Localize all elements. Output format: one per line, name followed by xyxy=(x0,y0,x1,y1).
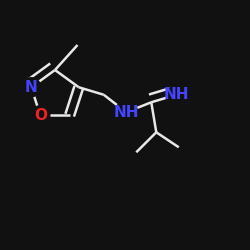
Text: O: O xyxy=(34,108,47,123)
Text: NH: NH xyxy=(164,87,189,102)
Circle shape xyxy=(31,106,50,125)
Circle shape xyxy=(115,101,138,124)
Circle shape xyxy=(22,78,41,97)
Text: NH: NH xyxy=(114,105,139,120)
Text: N: N xyxy=(25,80,38,95)
Circle shape xyxy=(167,85,186,104)
